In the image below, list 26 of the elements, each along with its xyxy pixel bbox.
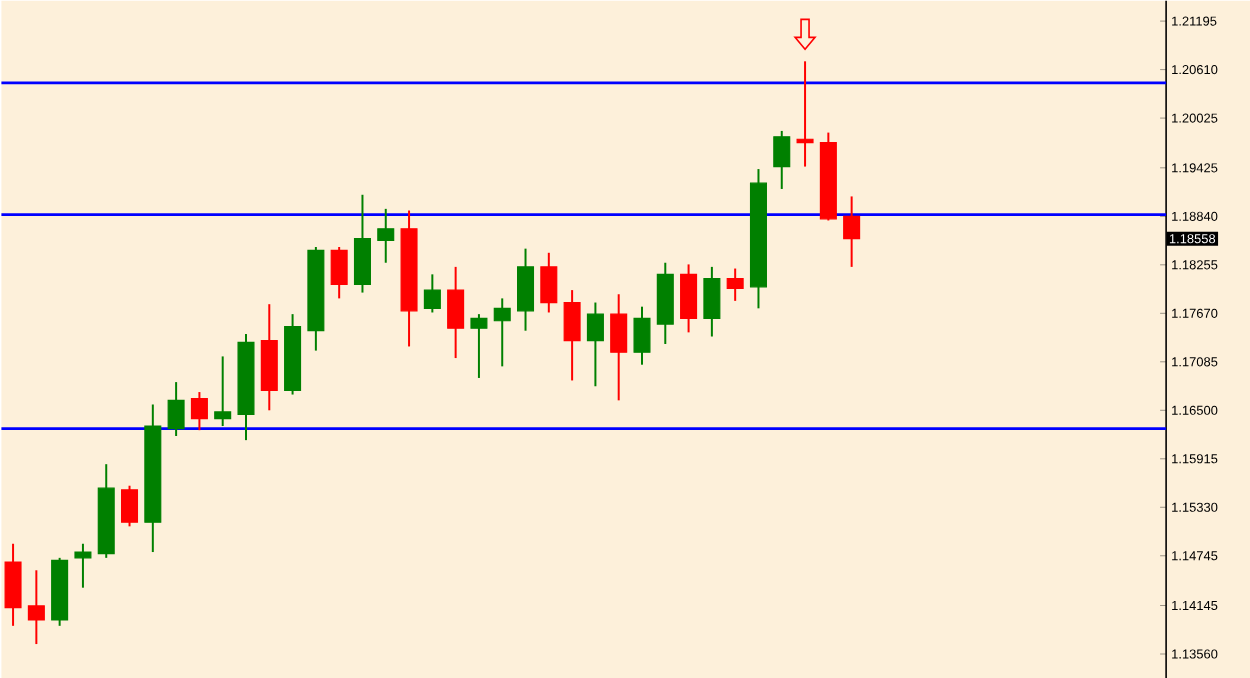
candlestick <box>190 390 208 431</box>
candlestick <box>563 288 581 382</box>
candlestick <box>796 59 814 168</box>
candlestick <box>703 265 721 338</box>
candlestick <box>517 247 535 332</box>
candlestick <box>610 292 628 401</box>
candlestick <box>353 193 371 294</box>
candlestick <box>423 272 441 314</box>
candlestick <box>121 484 139 527</box>
candlestick <box>27 568 45 645</box>
candlestick <box>330 245 348 299</box>
candlestick <box>4 542 22 627</box>
candlestick <box>214 355 232 427</box>
candlestick <box>633 305 651 366</box>
candlestick <box>74 542 92 589</box>
candlestick <box>843 195 861 268</box>
candlestick <box>726 267 744 302</box>
candlestick <box>773 129 791 190</box>
candlestick <box>377 207 395 264</box>
candlestick <box>680 262 698 333</box>
candlestick <box>447 265 465 359</box>
candlestick <box>167 380 185 437</box>
candlestick <box>470 312 488 379</box>
candlestick <box>493 296 511 367</box>
candlestick <box>586 301 604 387</box>
candlestick <box>540 251 558 314</box>
